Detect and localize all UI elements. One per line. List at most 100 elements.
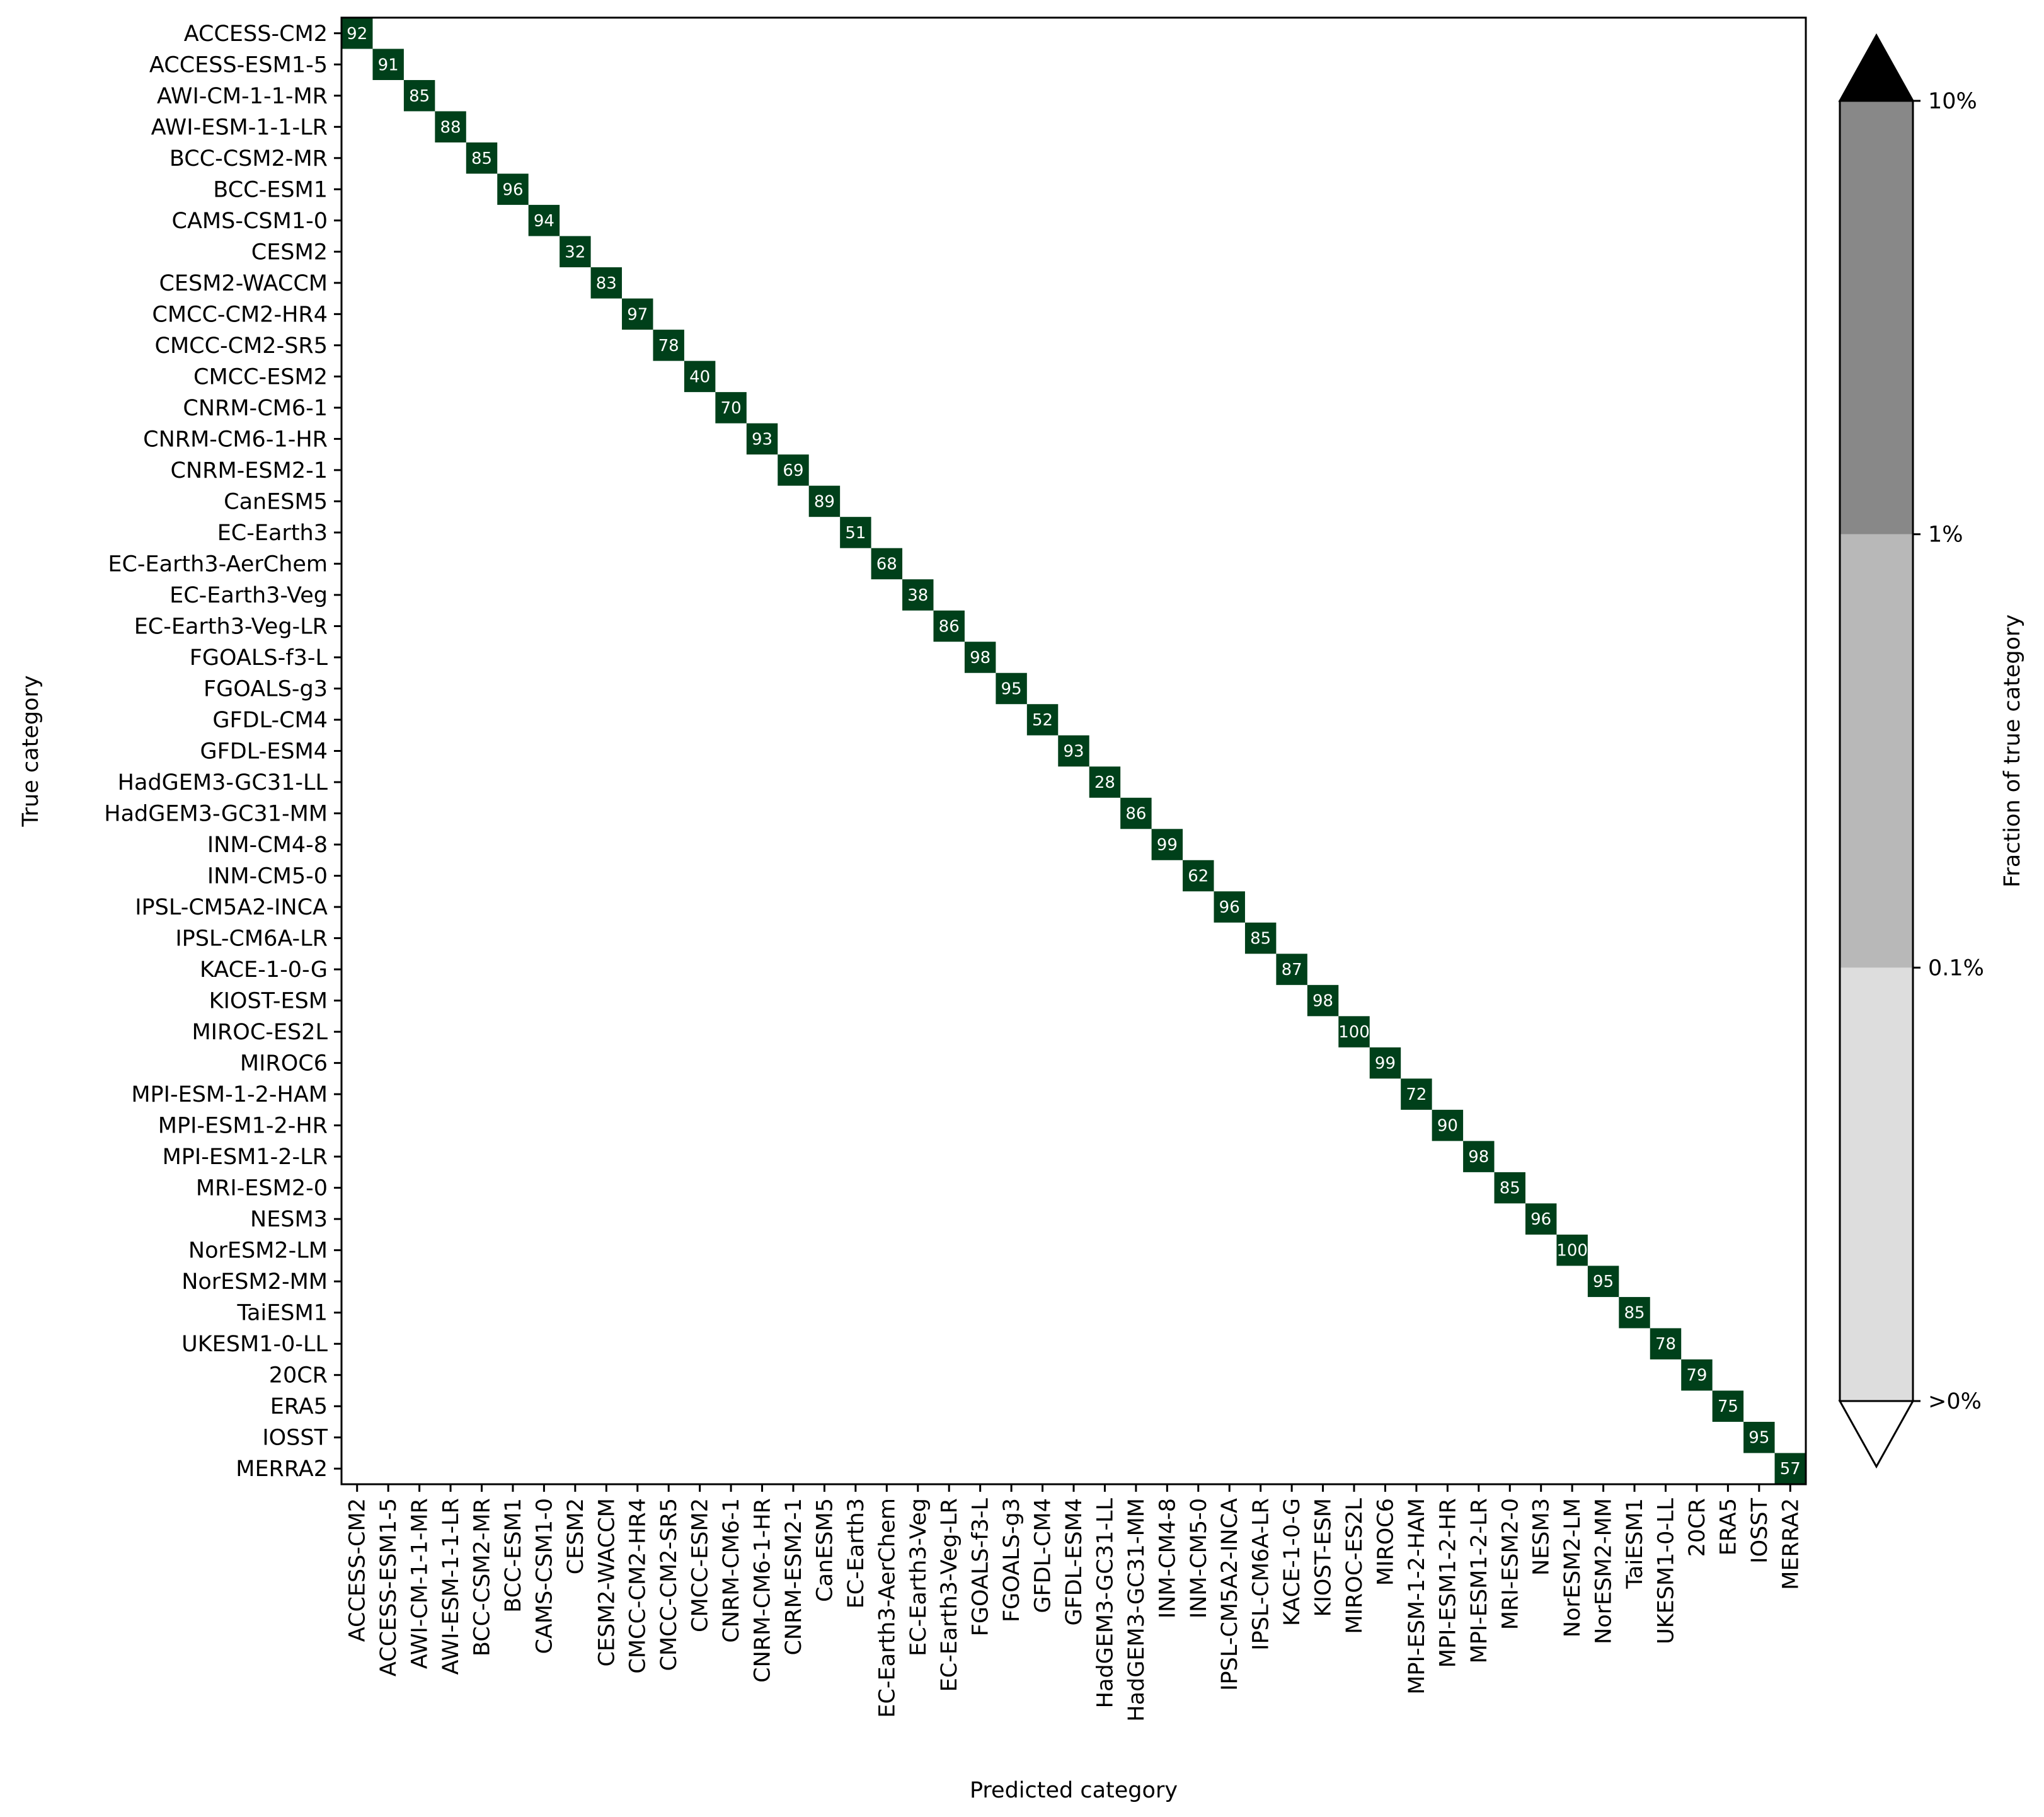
matrix-cell [808,485,841,517]
matrix-cell [1401,1078,1432,1110]
matrix-cell [403,80,435,112]
cell-value-label: 88 [440,118,461,137]
x-tick-label: IPSL-CM5A2-INCA [1217,1498,1243,1691]
y-tick-label: TaiESM1 [236,1301,328,1326]
y-tick-label: MPI-ESM1-2-LR [163,1145,328,1170]
cell-value-label: 99 [1375,1054,1396,1073]
cell-value-label: 87 [1282,960,1302,979]
y-tick-label: BCC-CSM2-MR [169,146,328,171]
matrix-cell [1650,1328,1682,1359]
x-tick-label: KIOST-ESM [1311,1498,1336,1617]
y-tick-label: CanESM5 [224,489,328,514]
x-tick-label: MPI-ESM-1-2-HAM [1404,1498,1430,1695]
matrix-cell [1089,766,1121,798]
cell-value-label: 75 [1718,1397,1738,1416]
x-tick-label: EC-Earth3-Veg-LR [937,1498,962,1692]
cell-value-label: 85 [471,149,492,168]
matrix-cell [996,672,1027,705]
matrix-cell [1743,1421,1775,1453]
cell-value-label: 93 [1063,742,1084,761]
matrix-cell [466,142,498,174]
matrix-cell [1058,735,1089,767]
y-tick-label: IOSST [262,1426,328,1451]
matrix-cell [1681,1359,1713,1391]
cell-value-label: 100 [1556,1242,1588,1260]
y-tick-label: EC-Earth3-AerChem [108,551,328,577]
cell-value-label: 62 [1188,867,1209,886]
matrix-cell [622,298,653,330]
cell-value-label: 40 [689,367,710,386]
y-tick-label: AWI-ESM-1-1-LR [151,115,328,140]
colorbar-title: Fraction of true category [2000,614,2025,887]
x-tick-label: GFDL-CM4 [1031,1498,1056,1613]
y-tick-label: EC-Earth3-Veg-LR [134,614,328,639]
x-tick-label: IPSL-CM6A-LR [1249,1498,1274,1651]
matrix-cell [528,205,560,236]
colorbar-segment [1840,967,1913,1401]
plot-frame [340,16,1807,1485]
matrix-cell [1120,797,1152,829]
matrix-cell [1026,704,1059,735]
matrix-cell [1712,1390,1744,1422]
x-tick-label: MIROC6 [1373,1498,1398,1586]
matrix-cell [902,579,934,611]
y-tick-label: NorESM2-LM [188,1238,328,1264]
y-tick-label: CNRM-CM6-1-HR [143,427,328,452]
cell-value-label: 95 [1748,1429,1769,1448]
matrix-cell [1276,954,1307,985]
cell-value-label: 78 [1655,1335,1676,1354]
x-tick-label: CMCC-ESM2 [688,1498,713,1632]
colorbar-tick-label: >0% [1928,1389,1982,1414]
cell-value-label: 98 [970,649,990,667]
colorbar-segment [1840,534,1913,968]
matrix-cell [1214,891,1245,923]
cell-value-label: 91 [378,55,399,74]
y-tick-label: MPI-ESM1-2-HR [158,1114,328,1139]
x-tick-label: HadGEM3-GC31-MM [1124,1498,1149,1722]
colorbar: >0% 0.1% 1% 10% [1838,33,1984,1469]
y-tick-label: MPI-ESM-1-2-HAM [131,1082,328,1107]
y-tick-label: MIROC-ES2L [192,1020,328,1045]
x-tick-label: ERA5 [1716,1498,1741,1555]
matrix-cell [435,111,466,143]
x-tick-label: CESM2-WACCM [594,1498,619,1667]
cell-value-label: 86 [1125,805,1146,824]
x-tick-label: FGOALS-f3-L [968,1498,994,1637]
cell-value-label: 99 [1157,836,1178,855]
matrix-cell [1432,1109,1464,1141]
cell-value-label: 70 [721,399,742,418]
matrix-cell [1525,1203,1557,1235]
matrix-cell [871,548,903,580]
y-tick-label: FGOALS-g3 [204,676,328,701]
cell-value-label: 32 [565,243,585,262]
cell-value-label: 78 [658,337,679,355]
y-tick-label: MIROC6 [240,1051,328,1076]
cell-value-label: 100 [1338,1023,1370,1042]
x-tick-label: EC-Earth3-Veg [906,1498,931,1656]
cell-value-label: 96 [1219,898,1240,917]
x-tick-label: ACCESS-CM2 [345,1498,370,1642]
x-tick-label: NorESM2-MM [1592,1498,1617,1644]
matrix-cell [1338,1016,1370,1047]
matrix-cell [1774,1453,1806,1484]
y-tick-label: NESM3 [250,1207,328,1232]
cell-value-label: 68 [876,555,897,574]
x-tick-label: TaiESM1 [1622,1498,1648,1589]
y-tick-label: ACCESS-ESM1-5 [149,52,328,78]
x-tick-label: HadGEM3-GC31-LL [1093,1498,1118,1709]
x-tick-label: GFDL-ESM4 [1062,1498,1087,1626]
matrix-cell [778,454,809,486]
colorbar-frame [1839,100,1914,1402]
cell-value-label: 85 [409,87,430,106]
y-tick-label: CESM2 [251,239,328,265]
cell-value-label: 90 [1437,1117,1458,1136]
colorbar-segment [1840,101,1913,534]
matrix-cell [1619,1296,1650,1329]
matrix-cell [1183,860,1214,892]
x-tick-label: CMCC-CM2-SR5 [657,1498,682,1671]
y-tick-label: CAMS-CSM1-0 [172,209,328,234]
y-tick-label: UKESM1-0-LL [181,1332,328,1357]
matrix-cell [1151,829,1183,860]
matrix-cell [653,330,684,361]
